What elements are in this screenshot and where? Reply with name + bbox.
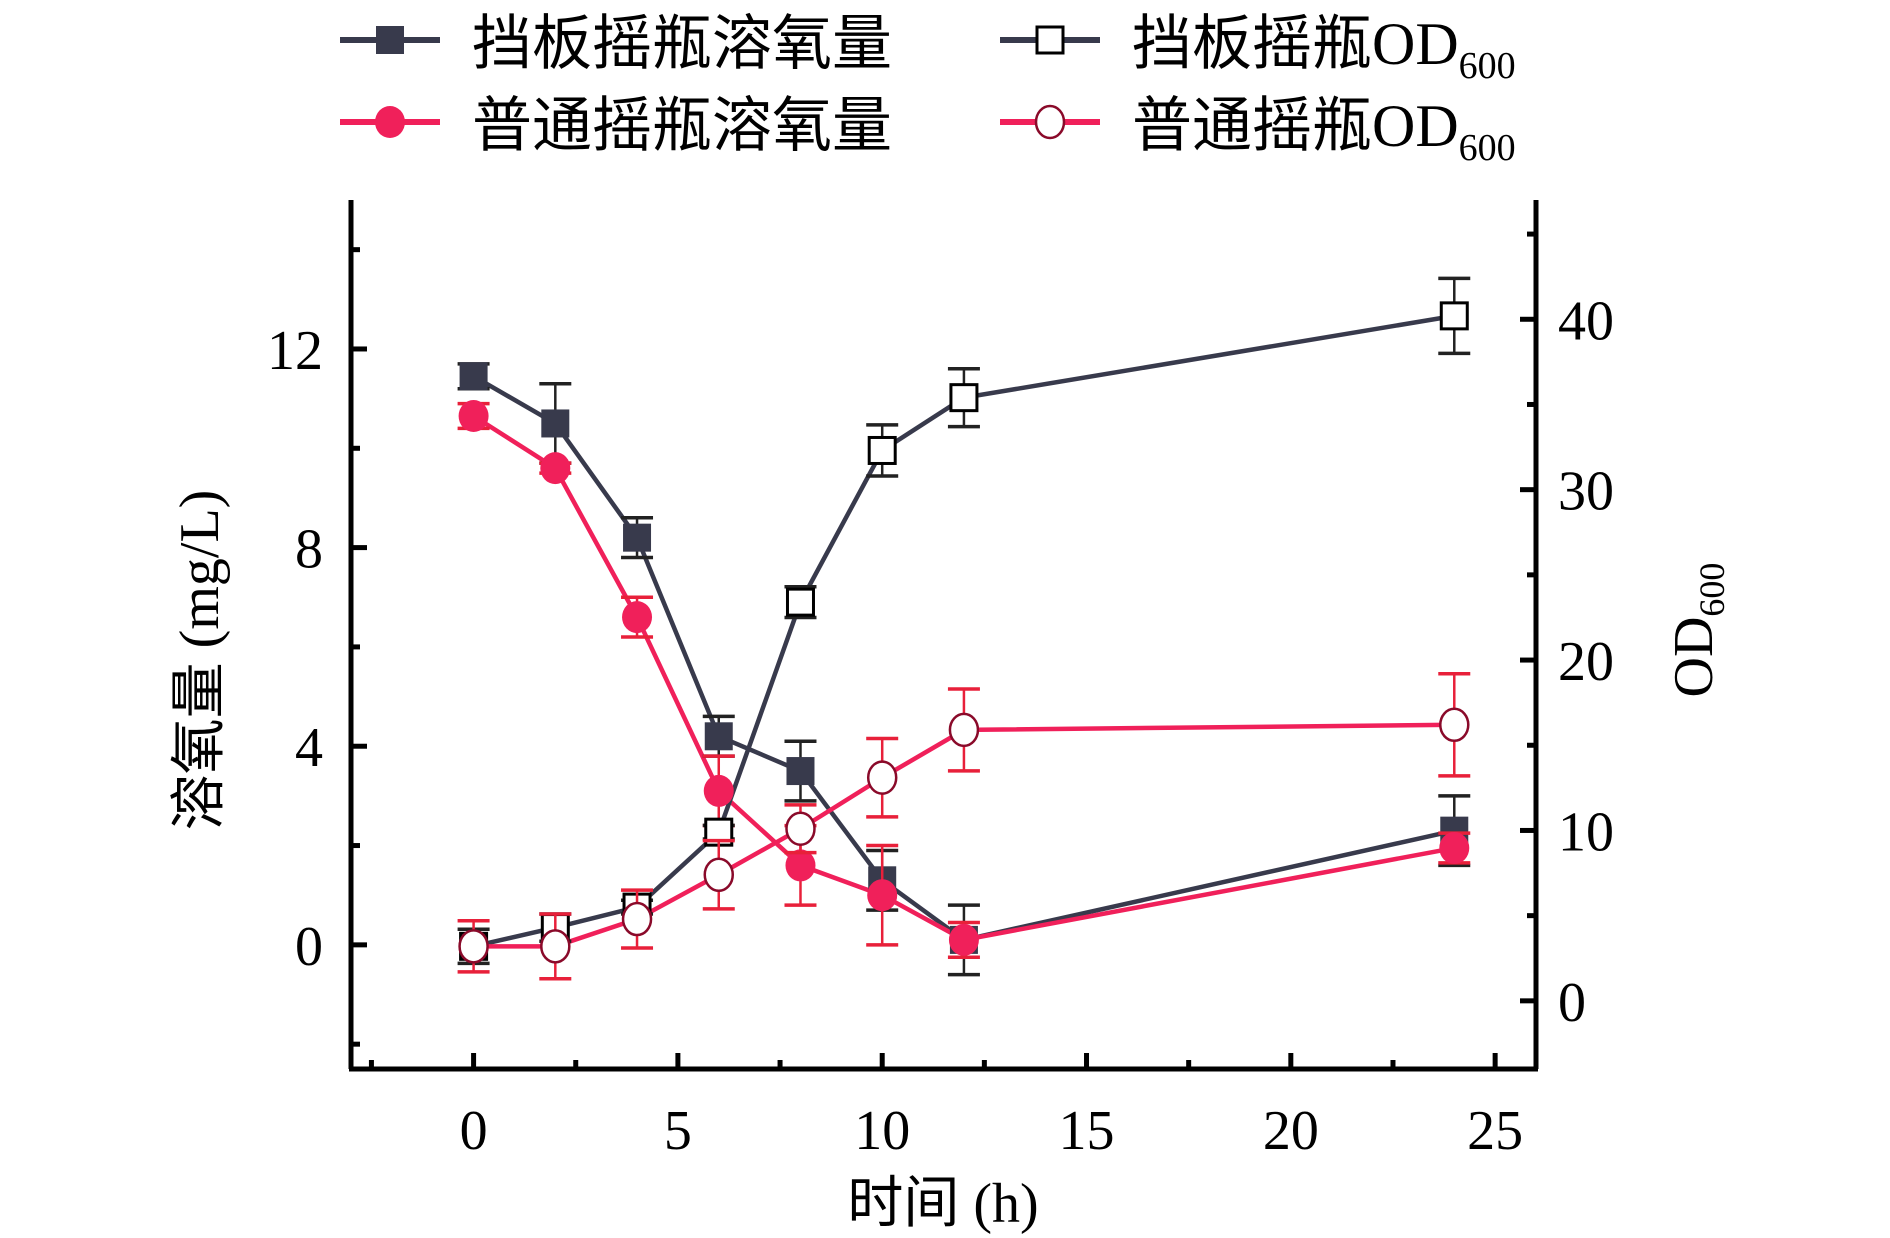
- legend-item: 挡板摇瓶OD600: [1000, 11, 1516, 87]
- legend-marker: [376, 26, 404, 54]
- data-point: [458, 400, 489, 433]
- x-tick-label: 25: [1467, 1100, 1523, 1162]
- y-axis-left-label: 溶氧量 (mg/L): [169, 490, 231, 831]
- y-left-tick-label: 12: [267, 320, 323, 382]
- legend-label: 普通摇瓶溶氧量: [472, 93, 892, 159]
- data-point: [866, 760, 898, 795]
- data-point: [785, 849, 816, 882]
- y-right-tick-label: 10: [1558, 801, 1614, 863]
- y-left-tick-label: 8: [295, 519, 323, 581]
- legend-label-main: 挡板摇瓶OD: [1132, 11, 1459, 77]
- legend-label-main: 普通摇瓶OD: [1132, 93, 1459, 159]
- legend-marker: [1034, 104, 1066, 140]
- y-right-tick-label: 20: [1558, 631, 1614, 693]
- y-right-tick-label: 30: [1558, 461, 1614, 523]
- axes: 0 5 10 15 20 25 0 4 8 12 0 10 20 30 40: [267, 200, 1614, 1162]
- legend-label-sub: 600: [1459, 127, 1516, 169]
- y-axis-right-label-main: OD: [1663, 617, 1725, 698]
- legend-label: 挡板摇瓶溶氧量: [472, 11, 892, 77]
- data-point: [785, 811, 816, 846]
- data-point: [459, 362, 488, 391]
- data-point: [703, 774, 734, 807]
- data-point: [458, 929, 489, 964]
- legend-label: 普通摇瓶OD600: [1132, 93, 1516, 169]
- data-point: [867, 435, 897, 465]
- y-right-tick-label: 0: [1558, 972, 1586, 1034]
- legend-marker: [375, 106, 405, 138]
- data-point: [704, 722, 733, 751]
- legend-item: 普通摇瓶OD600: [1000, 93, 1516, 169]
- data-point: [1439, 707, 1470, 743]
- data-point: [785, 587, 815, 617]
- data-point: [621, 901, 653, 937]
- series-line-1: [472, 374, 1455, 943]
- data-point: [948, 923, 979, 956]
- data-point: [949, 383, 979, 413]
- data-point: [867, 879, 898, 912]
- data-point: [622, 601, 653, 634]
- legend-label-main: 挡板摇瓶溶氧量: [472, 11, 892, 77]
- plot-marks: [457, 276, 1471, 981]
- x-tick-label: 10: [854, 1100, 910, 1162]
- data-point: [540, 929, 571, 964]
- data-point: [623, 523, 652, 552]
- x-tick-label: 5: [664, 1100, 692, 1162]
- data-point: [1439, 301, 1469, 331]
- x-axis-label: 时间 (h): [847, 1173, 1038, 1235]
- legend-label: 挡板摇瓶OD600: [1132, 11, 1516, 87]
- data-point: [948, 712, 980, 748]
- x-tick-label: 0: [460, 1100, 488, 1162]
- legend-label-sub: 600: [1459, 45, 1516, 87]
- legend-item: 挡板摇瓶溶氧量: [340, 11, 892, 77]
- x-tick-label: 15: [1059, 1100, 1115, 1162]
- data-point: [1439, 832, 1470, 865]
- y-right-tick-label: 40: [1558, 290, 1614, 352]
- data-point: [540, 452, 571, 485]
- y-axis-right-label-sub: 600: [1692, 563, 1732, 617]
- data-point: [541, 409, 570, 438]
- data-point: [786, 757, 815, 786]
- legend-label-main: 普通摇瓶溶氧量: [472, 93, 892, 159]
- x-tick-label: 20: [1263, 1100, 1319, 1162]
- y-left-tick-label: 0: [295, 916, 323, 978]
- y-left-tick-label: 4: [295, 717, 323, 779]
- legend-item: 普通摇瓶溶氧量: [340, 93, 892, 159]
- data-point: [703, 857, 735, 893]
- legend-marker: [1035, 25, 1065, 55]
- y-axis-right-label: OD600: [1663, 563, 1732, 698]
